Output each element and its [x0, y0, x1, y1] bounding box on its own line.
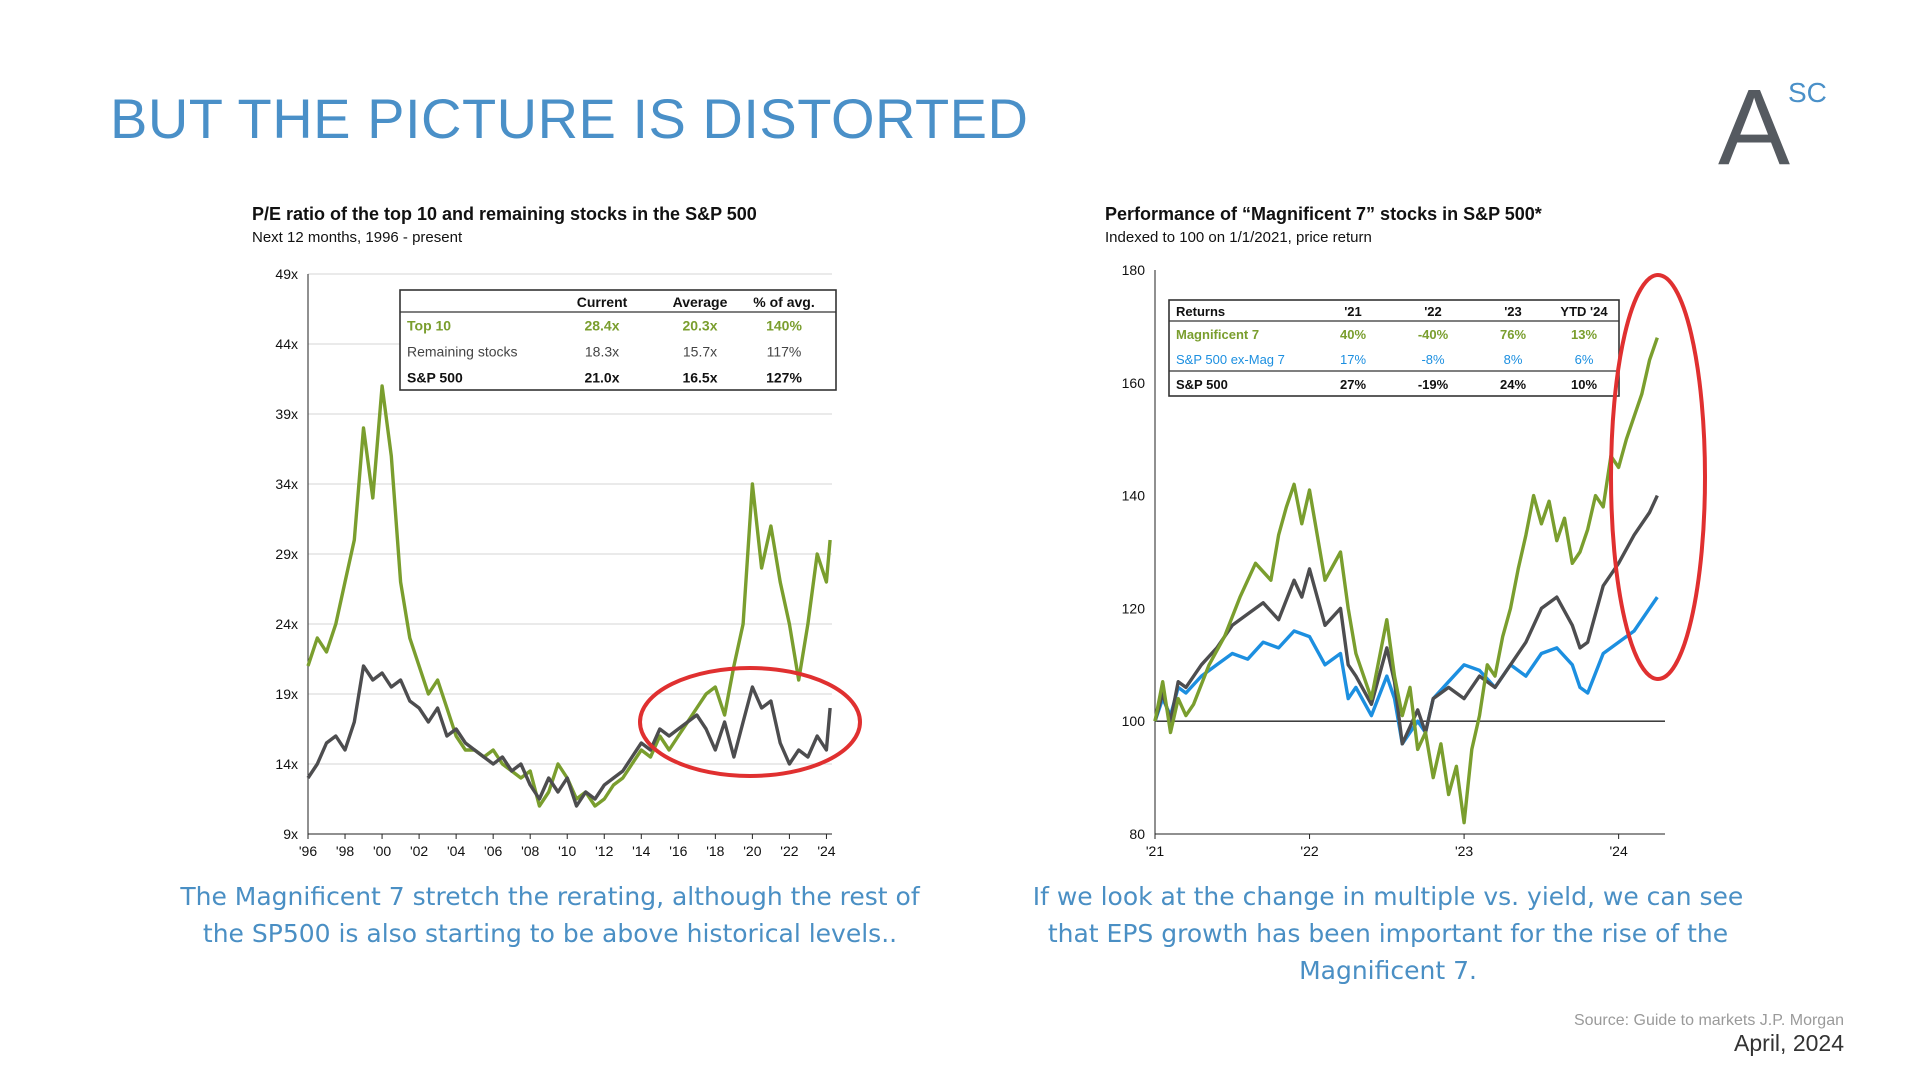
y-tick-label: 19x [275, 686, 298, 702]
x-tick-label: '08 [521, 843, 539, 859]
x-tick-label: '04 [447, 843, 465, 859]
series-line-remaining-stocks [306, 664, 832, 808]
table-cell: 15.7x [683, 344, 717, 360]
chart-subtitle: Indexed to 100 on 1/1/2021, price return [1105, 229, 1372, 246]
table-cell: S&P 500 [1176, 377, 1228, 392]
logo-superscript: SC [1788, 78, 1827, 108]
x-tick-label: '98 [336, 843, 354, 859]
y-tick-label: 44x [275, 336, 298, 352]
table-cell: Magnificent 7 [1176, 327, 1259, 342]
data-table-box [1168, 299, 1620, 397]
table-cell: -40% [1418, 327, 1449, 342]
y-tick-label: 39x [275, 406, 298, 422]
x-tick-label: '22 [1300, 843, 1318, 859]
table-cell: 16.5x [682, 370, 717, 386]
table-cell: S&P 500 [407, 370, 463, 386]
y-tick-label: 34x [275, 476, 298, 492]
caption-right: If we look at the change in multiple vs.… [1032, 882, 1744, 985]
asc-logo: A SC [1718, 66, 1828, 187]
chart-svg: P/E ratio of the top 10 and remaining st… [252, 204, 862, 859]
table-cell: 21.0x [584, 370, 619, 386]
table-header-cell: '22 [1424, 304, 1442, 319]
table-header-cell: '23 [1504, 304, 1522, 319]
chart-title: P/E ratio of the top 10 and remaining st… [252, 204, 757, 224]
table-cell: 76% [1500, 327, 1526, 342]
x-tick-label: '00 [373, 843, 391, 859]
table-cell: 127% [766, 370, 802, 386]
slide-title: BUT THE PICTURE IS DISTORTED [110, 87, 1029, 150]
table-header-cell: '21 [1344, 304, 1362, 319]
x-tick-label: '06 [484, 843, 502, 859]
table-cell: 28.4x [584, 318, 619, 334]
x-tick-label: '02 [410, 843, 428, 859]
mag7-performance-chart: Performance of “Magnificent 7” stocks in… [1095, 200, 1735, 865]
source-note: Source: Guide to markets J.P. Morgan [1573, 1012, 1844, 1029]
table-cell: 17% [1340, 352, 1366, 367]
x-tick-label: '24 [1610, 843, 1628, 859]
x-tick-label: '10 [558, 843, 576, 859]
chart-subtitle: Next 12 months, 1996 - present [252, 229, 463, 246]
x-tick-label: '23 [1455, 843, 1473, 859]
table-header-cell: Current [577, 294, 628, 310]
y-tick-label: 140 [1122, 488, 1146, 504]
x-tick-label: '16 [669, 843, 687, 859]
x-tick-label: '22 [780, 843, 798, 859]
table-cell: 13% [1571, 327, 1597, 342]
highlight-ellipse [638, 666, 862, 778]
table-header-cell: YTD '24 [1560, 304, 1608, 319]
y-tick-label: 80 [1129, 826, 1145, 842]
x-tick-label: '24 [817, 843, 835, 859]
table-header-cell: Average [673, 294, 728, 310]
y-tick-label: 100 [1122, 713, 1146, 729]
chart-svg: Performance of “Magnificent 7” stocks in… [1105, 204, 1707, 859]
x-tick-label: '96 [299, 843, 317, 859]
y-tick-label: 49x [275, 266, 298, 282]
table-cell: 20.3x [682, 318, 717, 334]
table-cell: 6% [1575, 352, 1594, 367]
data-table-box [399, 289, 837, 391]
table-header-cell: % of avg. [753, 294, 814, 310]
x-tick-label: '12 [595, 843, 613, 859]
x-tick-label: '21 [1146, 843, 1164, 859]
y-tick-label: 29x [275, 546, 298, 562]
table-cell: 117% [767, 344, 802, 360]
date-label: April, 2024 [1734, 1030, 1844, 1056]
table-header-cell: Returns [1176, 304, 1225, 319]
table-cell: 10% [1571, 377, 1597, 392]
table-cell: -8% [1421, 352, 1445, 367]
table-cell: 27% [1340, 377, 1366, 392]
table-cell: -19% [1418, 377, 1449, 392]
series-line-top-10 [306, 384, 832, 808]
table-cell: Remaining stocks [407, 344, 518, 360]
caption-left: The Magnificent 7 stretch the rerating, … [180, 882, 920, 948]
table-cell: S&P 500 ex-Mag 7 [1176, 352, 1285, 367]
highlight-ellipse [1609, 273, 1707, 681]
series-line-magnificent-7 [1153, 337, 1659, 825]
y-tick-label: 180 [1122, 262, 1146, 278]
y-tick-label: 14x [275, 756, 298, 772]
x-tick-label: '14 [632, 843, 650, 859]
table-cell: 140% [766, 318, 802, 334]
table-cell: 8% [1504, 352, 1523, 367]
chart-title: Performance of “Magnificent 7” stocks in… [1105, 204, 1542, 224]
table-cell: 24% [1500, 377, 1526, 392]
table-cell: 40% [1340, 327, 1366, 342]
logo-letter-a: A [1718, 78, 1790, 170]
y-tick-label: 24x [275, 616, 298, 632]
pe-ratio-chart: P/E ratio of the top 10 and remaining st… [240, 200, 880, 865]
table-cell: 18.3x [585, 344, 619, 360]
table-cell: Top 10 [407, 318, 451, 334]
x-tick-label: '20 [743, 843, 761, 859]
y-tick-label: 160 [1122, 375, 1146, 391]
y-tick-label: 9x [283, 826, 298, 842]
y-tick-label: 120 [1122, 600, 1146, 616]
x-tick-label: '18 [706, 843, 724, 859]
